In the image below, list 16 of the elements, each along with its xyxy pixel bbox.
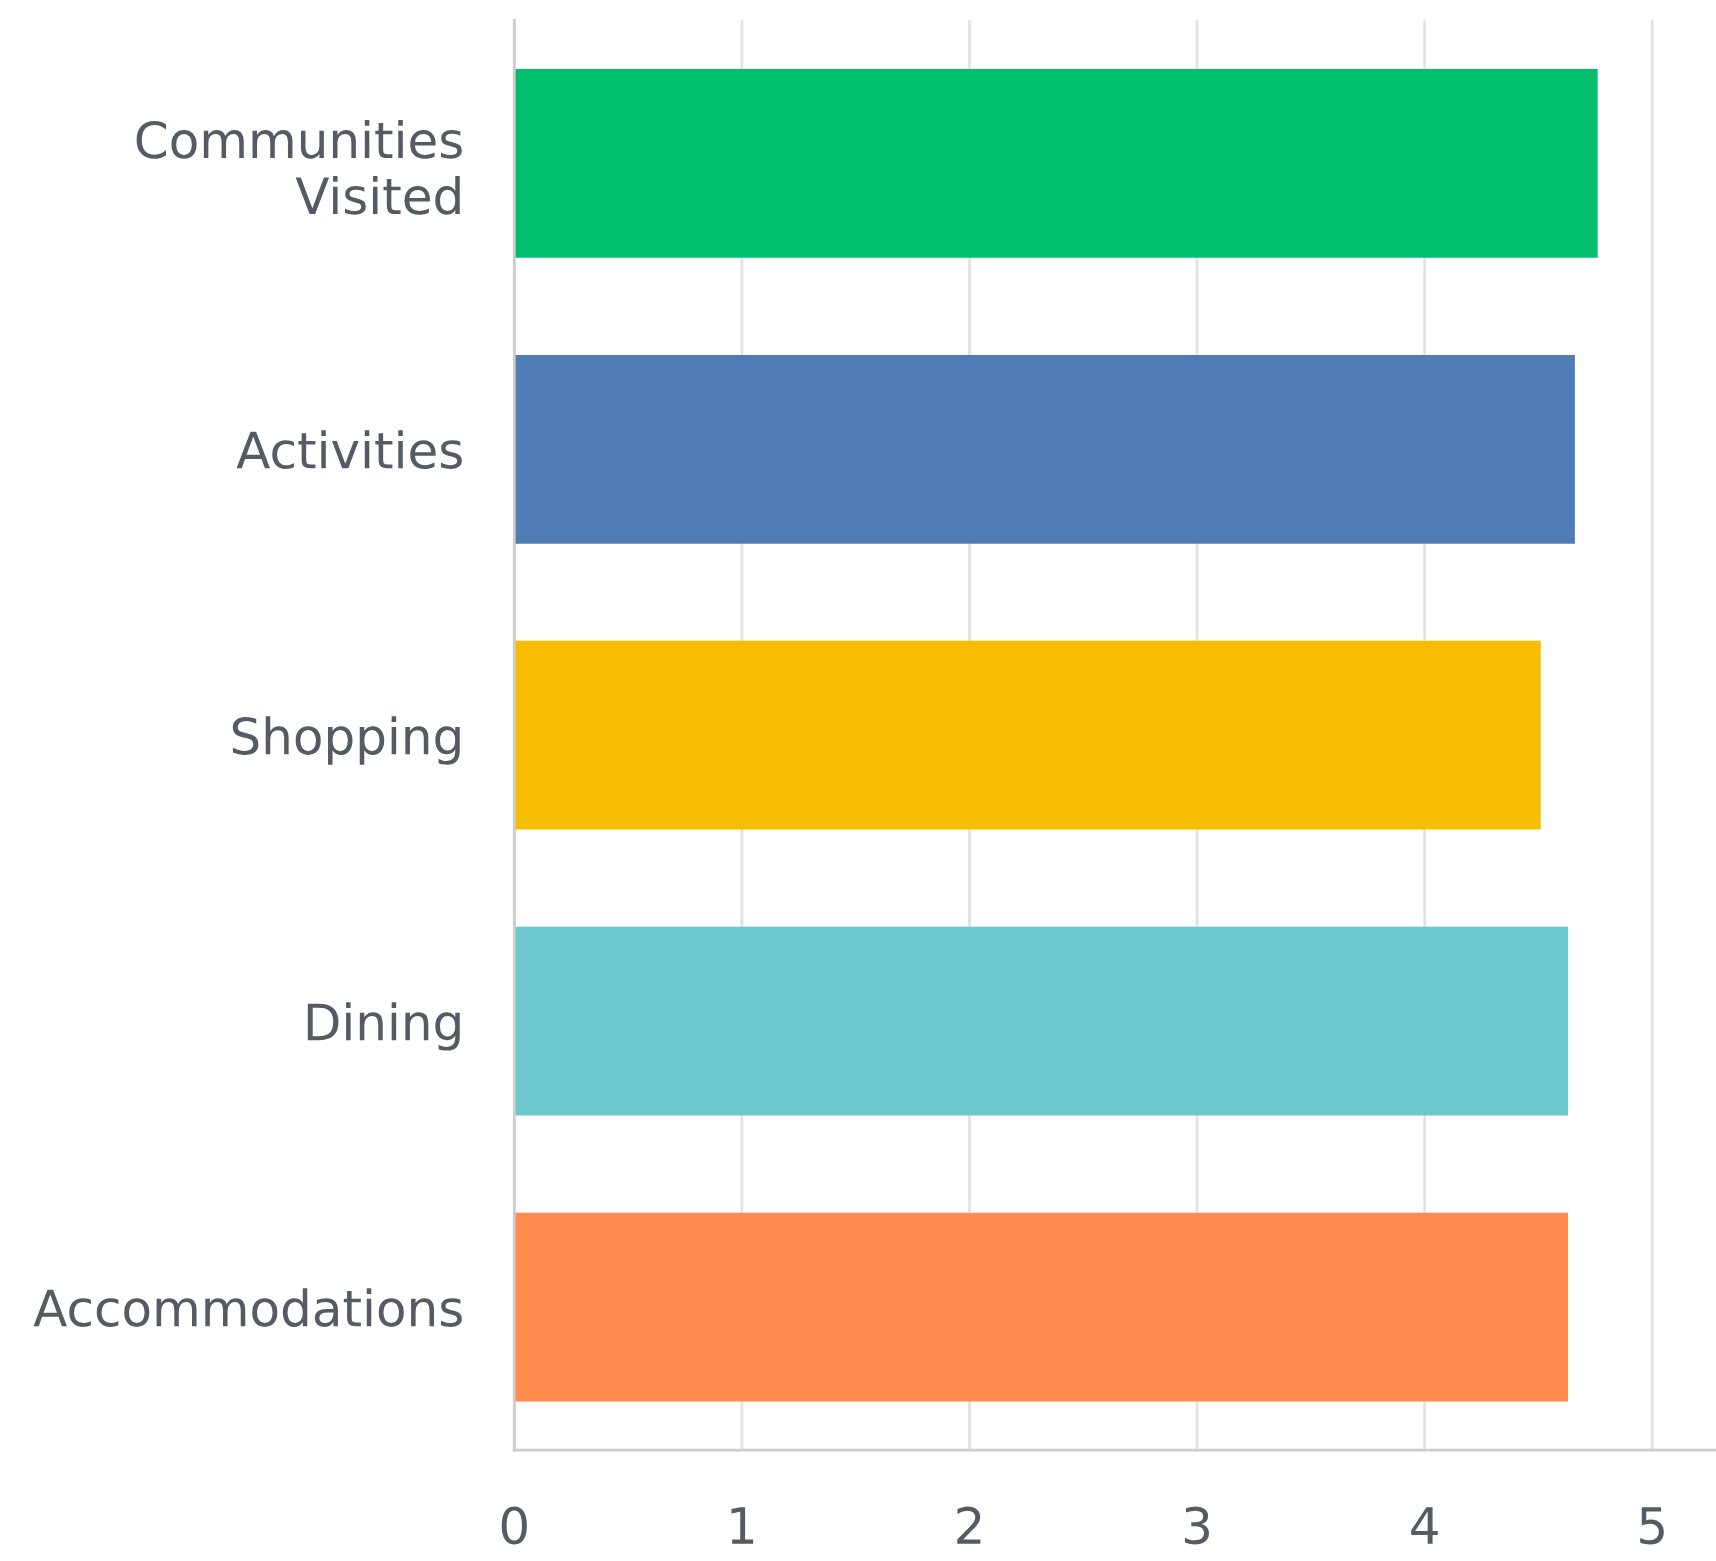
bar bbox=[514, 68, 1598, 258]
y-tick-label: Activities bbox=[236, 430, 462, 469]
x-tick-label: 0 bbox=[501, 1506, 527, 1545]
x-tick-label: 1 bbox=[731, 1507, 754, 1544]
x-tick-label: 5 bbox=[1640, 1507, 1664, 1545]
y-tick-label: Dining bbox=[307, 1002, 460, 1051]
y-tick-label: Shopping bbox=[232, 716, 460, 765]
x-tick-label: 2 bbox=[957, 1506, 981, 1544]
y-tick-label: Communities Visited bbox=[136, 120, 462, 215]
y-tick-label: Accommodations bbox=[33, 1288, 462, 1327]
bar bbox=[514, 926, 1569, 1116]
bar bbox=[514, 640, 1541, 830]
x-tick-label: 3 bbox=[1184, 1506, 1209, 1545]
bar bbox=[514, 354, 1575, 544]
x-tick-label: 4 bbox=[1411, 1507, 1438, 1544]
bar bbox=[514, 1212, 1569, 1402]
